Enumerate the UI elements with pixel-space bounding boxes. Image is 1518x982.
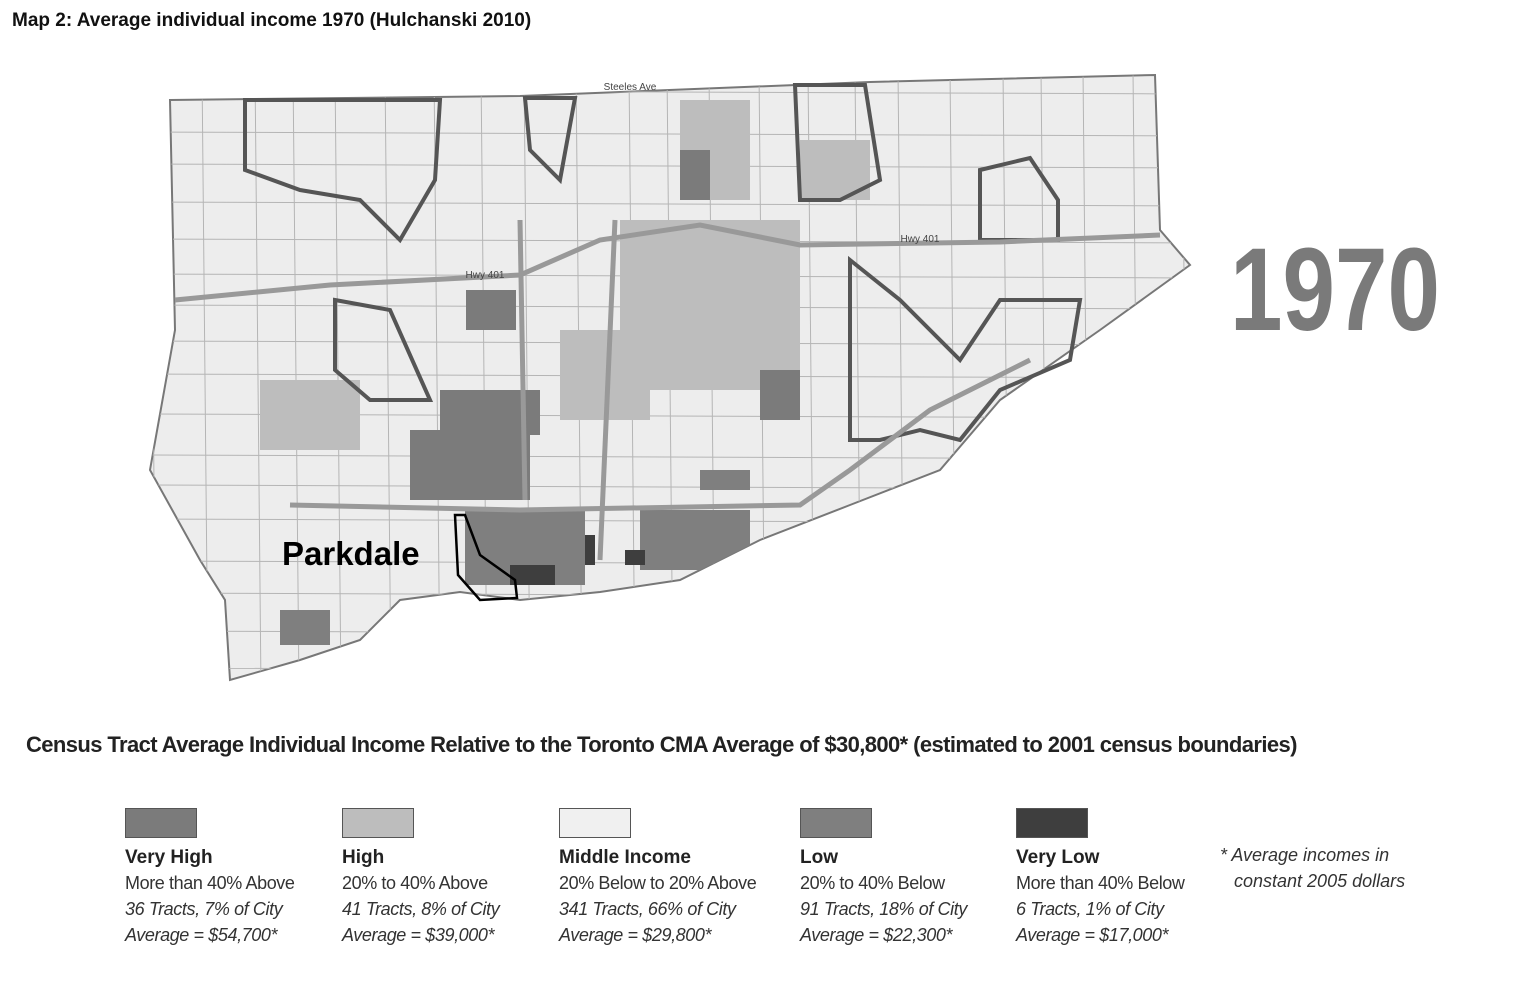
map: Steeles Ave Hwy 401 Hwy 401 Parkdale 197… <box>148 73 1440 682</box>
tract-area <box>700 470 750 490</box>
legend-note: * Average incomes in constant 2005 dollar… <box>1220 842 1405 894</box>
tract-area <box>760 370 800 420</box>
legend-average: Average = $39,000* <box>342 925 495 945</box>
legend-range: 20% Below to 20% Above <box>559 873 757 893</box>
legend-tracts: 91 Tracts, 18% of City <box>800 899 967 919</box>
street-line <box>1181 75 1189 680</box>
legend-name: Low <box>800 847 838 868</box>
legend-swatch <box>1016 808 1088 838</box>
note-line: * Average incomes in <box>1220 845 1390 865</box>
tract-area <box>280 610 330 645</box>
legend-name: Middle Income <box>559 847 691 868</box>
highways <box>174 219 1161 561</box>
road-label: Hwy 401 <box>466 270 505 281</box>
legend-tracts: 41 Tracts, 8% of City <box>342 899 500 919</box>
road-label: Steeles Ave <box>604 82 657 93</box>
street-line <box>150 163 1190 169</box>
legend-range: More than 40% Below <box>1016 873 1185 893</box>
tract-area <box>585 535 595 565</box>
year-label: 1970 <box>1230 224 1440 356</box>
street-line <box>480 75 488 680</box>
road-label: Hwy 401 <box>901 234 940 245</box>
legend-swatch <box>559 808 631 838</box>
legend-average: Average = $17,000* <box>1016 925 1169 945</box>
legend-name: Very High <box>125 847 213 868</box>
tract-area <box>510 565 555 585</box>
street-line <box>384 75 392 680</box>
legend-item: Low 20% to 40% Below 91 Tracts, 18% of Cit… <box>800 808 1015 948</box>
legend-heading: Census Tract Average Individual Income R… <box>26 732 1297 757</box>
legend-range: 20% to 40% Below <box>800 873 945 893</box>
legend-item: Middle Income 20% Below to 20% Above 341 T… <box>559 808 774 948</box>
boundaries <box>243 83 1083 443</box>
tract-area <box>466 290 516 330</box>
legend-range: 20% to 40% Above <box>342 873 488 893</box>
street-line <box>150 201 1190 207</box>
street-line <box>150 131 1190 137</box>
page-title: Map 2: Average individual income 1970 (H… <box>12 10 532 31</box>
legend-average: Average = $54,700* <box>125 925 278 945</box>
parkdale-outline <box>453 513 519 602</box>
tract-area <box>640 510 750 570</box>
street-line <box>150 75 157 680</box>
tract-area <box>260 380 360 450</box>
legend-item: High 20% to 40% Above 41 Tracts, 8% of Cit… <box>342 808 557 948</box>
legend-tracts: 341 Tracts, 66% of City <box>559 899 736 919</box>
legend-name: Very Low <box>1016 847 1100 868</box>
tract-area <box>410 430 530 500</box>
legend-average: Average = $22,300* <box>800 925 953 945</box>
legend-tracts: 36 Tracts, 7% of City <box>125 899 283 919</box>
legend-swatch <box>125 808 197 838</box>
legend-swatch <box>800 808 872 838</box>
legend-average: Average = $29,800* <box>559 925 712 945</box>
tract-area <box>625 550 645 565</box>
tract-area <box>680 150 710 200</box>
legend-name: High <box>342 847 385 868</box>
legend-swatch <box>342 808 414 838</box>
legend-tracts: 6 Tracts, 1% of City <box>1016 899 1164 919</box>
legend-item: Very High More than 40% Above 36 Tracts, 7… <box>125 808 340 948</box>
street-line <box>150 667 1190 673</box>
callout-label: Parkdale <box>282 535 420 572</box>
street-line <box>523 75 531 680</box>
note-line: constant 2005 dollars <box>1234 871 1406 891</box>
legend-item: Very Low More than 40% Below 6 Tracts, 1% … <box>1016 808 1231 948</box>
legend-range: More than 40% Above <box>125 873 295 893</box>
